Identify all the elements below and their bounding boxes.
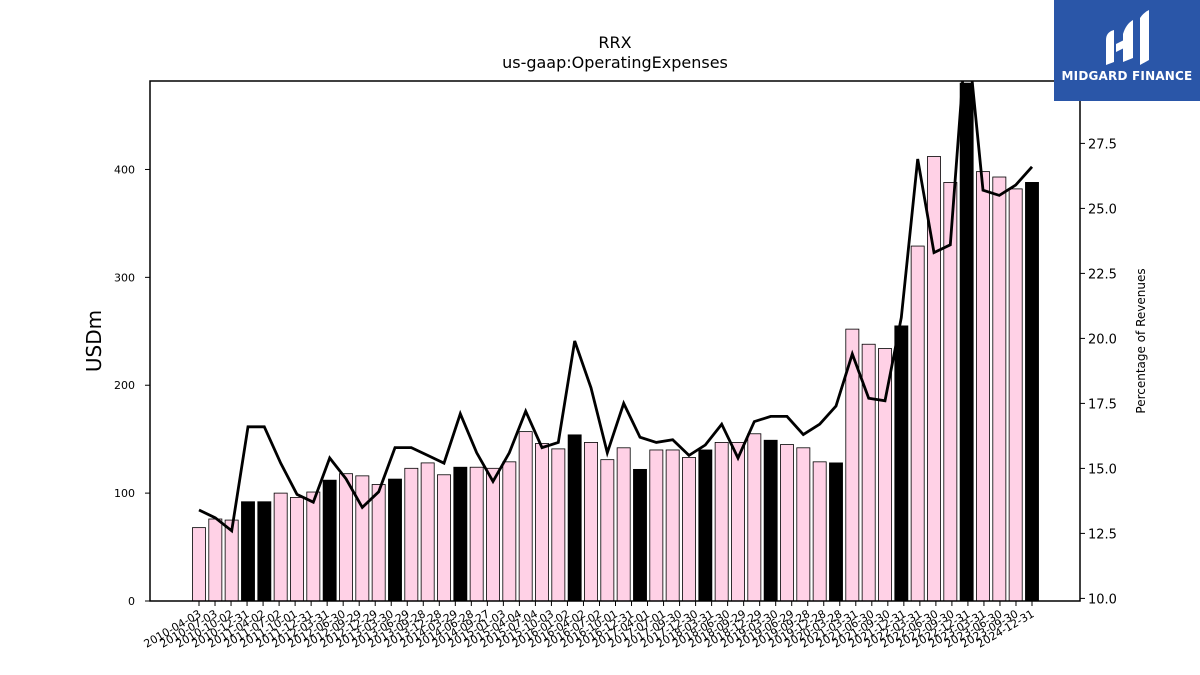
bar: [992, 176, 1007, 602]
line-series: [198, 81, 1034, 534]
chart-subtitle: us-gaap:OperatingExpenses: [502, 53, 728, 72]
bar: [1008, 188, 1023, 602]
y2-tick-label: 22.5: [1088, 267, 1117, 282]
bar-series: [192, 82, 1039, 602]
logo-text: MIDGARD FINANCE: [1061, 69, 1193, 83]
bar: [322, 479, 337, 602]
bar: [649, 449, 664, 602]
bar: [388, 478, 402, 602]
y2-tick-label: 25.0: [1088, 202, 1117, 217]
bar: [878, 348, 892, 602]
y2-tick-label: 27.5: [1088, 137, 1117, 152]
bar: [600, 459, 615, 602]
bar: [829, 462, 843, 602]
bar: [306, 491, 321, 602]
bar: [453, 466, 468, 602]
bar: [486, 467, 500, 602]
bar: [469, 466, 484, 602]
bar: [584, 442, 598, 602]
bar: [518, 431, 533, 602]
midgard-finance-logo: MIDGARD FINANCE: [1054, 0, 1200, 101]
chart-title: RRX: [598, 33, 631, 52]
y2-tick-label: 20.0: [1088, 332, 1117, 347]
bar: [633, 468, 647, 602]
bar: [976, 171, 990, 602]
bar: [616, 447, 631, 602]
bar: [567, 434, 582, 602]
bar: [273, 492, 288, 602]
bar: [894, 325, 909, 602]
y2-tick-label: 10.0: [1088, 592, 1117, 607]
bar: [796, 447, 811, 602]
bar: [371, 484, 386, 602]
y-tick-label: 400: [114, 163, 135, 176]
bar: [1025, 182, 1039, 602]
y-tick-label: 100: [114, 487, 135, 500]
bar: [812, 461, 827, 602]
bar: [780, 444, 794, 602]
bar: [747, 433, 762, 602]
bar: [698, 449, 713, 602]
bar: [502, 461, 517, 602]
bar: [551, 448, 566, 602]
y-axis-label: USDm: [82, 310, 106, 372]
bar: [910, 245, 925, 602]
bar: [420, 462, 435, 602]
bar: [192, 527, 206, 602]
percentage-line: [198, 81, 1034, 534]
axes: 0 100 200 300 400 10.0 12.5 15.0 17.5 20.0 22.5 25.…: [114, 80, 1117, 651]
y2-tick-label: 15.0: [1088, 462, 1117, 477]
bar: [959, 82, 974, 602]
bar: [714, 442, 729, 602]
bar: [535, 443, 549, 602]
y2-tick-label: 12.5: [1088, 527, 1117, 542]
midgard-logo-icon: [1106, 10, 1149, 65]
bar: [437, 474, 451, 602]
bar: [763, 439, 778, 602]
bar: [731, 442, 745, 602]
bar: [682, 457, 696, 602]
bar: [665, 449, 680, 602]
y-tick-label: 200: [114, 379, 135, 392]
y2-axis-label: Percentage of Revenues: [1134, 268, 1148, 413]
bar: [355, 475, 370, 602]
bar: [339, 473, 353, 602]
bar: [404, 467, 419, 602]
y2-tick-label: 17.5: [1088, 397, 1117, 412]
bar: [208, 518, 223, 602]
y-tick-label: 300: [114, 271, 135, 284]
bar: [241, 501, 255, 602]
bar: [290, 497, 304, 602]
bar: [257, 501, 272, 602]
y-tick-label: 0: [128, 595, 135, 608]
